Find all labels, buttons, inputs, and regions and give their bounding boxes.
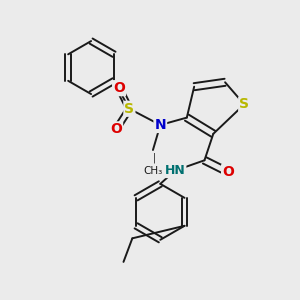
Text: HN: HN: [165, 164, 185, 177]
Text: N: N: [154, 118, 166, 132]
Text: O: O: [222, 165, 234, 179]
Text: O: O: [110, 122, 122, 136]
Text: S: S: [124, 102, 134, 116]
Text: O: O: [113, 81, 125, 95]
Text: S: S: [239, 98, 249, 111]
Text: CH₃: CH₃: [143, 166, 163, 176]
Text: |: |: [153, 152, 156, 163]
